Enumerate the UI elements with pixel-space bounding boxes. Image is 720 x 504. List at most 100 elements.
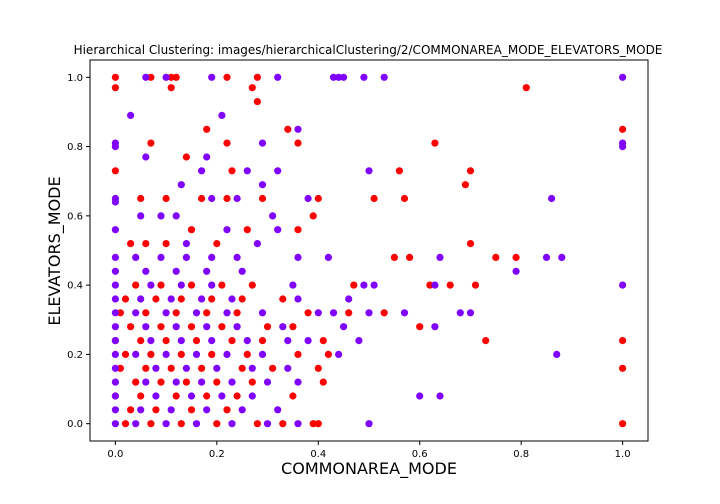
data-point-cluster-1 <box>142 364 150 372</box>
data-point-cluster-1 <box>619 420 627 428</box>
data-point-cluster-1 <box>132 378 140 386</box>
data-point-cluster-1 <box>152 406 160 414</box>
data-point-cluster-2 <box>111 378 119 386</box>
x-axis-label: COMMONAREA_MODE <box>281 459 457 479</box>
data-point-cluster-2 <box>172 267 180 275</box>
data-point-cluster-1 <box>187 406 196 414</box>
data-point-cluster-1 <box>309 420 317 428</box>
data-point-cluster-1 <box>243 350 251 358</box>
data-point-cluster-2 <box>172 212 180 220</box>
data-point-cluster-2 <box>263 420 272 428</box>
data-point-cluster-1 <box>157 378 165 386</box>
data-point-cluster-2 <box>111 267 119 275</box>
data-point-cluster-2 <box>238 267 246 275</box>
data-point-cluster-2 <box>192 420 201 428</box>
x-tick-label: 1.0 <box>615 449 631 460</box>
data-point-cluster-1 <box>289 392 297 400</box>
data-point-cluster-2 <box>436 253 444 261</box>
data-point-cluster-1 <box>167 73 175 81</box>
data-point-cluster-2 <box>198 167 206 175</box>
data-point-cluster-1 <box>619 125 627 133</box>
data-point-cluster-2 <box>274 406 282 414</box>
data-point-cluster-1 <box>304 309 312 317</box>
data-point-cluster-2 <box>238 406 246 414</box>
data-point-cluster-1 <box>416 323 424 331</box>
data-point-cluster-2 <box>111 295 119 303</box>
data-point-cluster-1 <box>111 73 119 81</box>
data-point-cluster-1 <box>431 139 439 147</box>
data-point-cluster-1 <box>279 295 287 303</box>
points-layer <box>111 73 627 428</box>
data-point-cluster-1 <box>162 194 170 203</box>
data-point-cluster-2 <box>370 281 378 289</box>
data-point-cluster-1 <box>172 73 180 81</box>
data-point-cluster-2 <box>233 323 241 331</box>
data-point-cluster-1 <box>147 73 155 81</box>
data-point-cluster-1 <box>263 323 272 331</box>
data-point-cluster-2 <box>111 309 119 317</box>
data-point-cluster-2 <box>233 194 241 203</box>
data-point-cluster-2 <box>111 143 119 151</box>
data-point-cluster-1 <box>253 73 261 81</box>
data-point-cluster-1 <box>203 392 211 400</box>
data-point-cluster-1 <box>400 194 409 203</box>
data-point-cluster-1 <box>466 240 475 248</box>
data-point-cluster-1 <box>243 226 251 234</box>
data-point-cluster-2 <box>329 309 338 317</box>
data-point-cluster-1 <box>213 420 221 428</box>
data-point-cluster-1 <box>208 295 216 303</box>
data-point-cluster-1 <box>213 240 221 248</box>
data-point-cluster-2 <box>335 73 343 81</box>
data-point-cluster-2 <box>456 309 464 317</box>
y-tick-label: 0.8 <box>67 142 83 153</box>
data-point-cluster-1 <box>218 281 226 289</box>
data-point-cluster-2 <box>111 350 119 358</box>
data-point-cluster-2 <box>360 281 368 289</box>
data-point-cluster-2 <box>147 337 155 345</box>
data-point-cluster-1 <box>512 253 520 261</box>
data-point-cluster-2 <box>619 281 627 289</box>
data-point-cluster-1 <box>426 281 434 289</box>
data-point-cluster-2 <box>269 212 277 220</box>
data-point-cluster-1 <box>482 337 490 345</box>
data-point-cluster-2 <box>558 253 566 261</box>
data-point-cluster-1 <box>147 350 155 358</box>
data-point-cluster-1 <box>182 153 190 161</box>
data-point-cluster-2 <box>233 253 241 261</box>
data-point-cluster-2 <box>142 378 150 386</box>
data-point-cluster-2 <box>111 323 119 331</box>
data-point-cluster-1 <box>167 84 175 92</box>
data-point-cluster-1 <box>198 194 206 203</box>
data-point-cluster-1 <box>228 337 236 345</box>
data-point-cluster-2 <box>111 420 119 428</box>
data-point-cluster-2 <box>289 281 297 289</box>
data-point-cluster-1 <box>121 350 130 358</box>
data-point-cluster-1 <box>233 392 241 400</box>
data-point-cluster-1 <box>147 139 155 147</box>
data-point-cluster-2 <box>436 392 444 400</box>
data-point-cluster-1 <box>187 281 196 289</box>
data-point-cluster-2 <box>294 125 302 133</box>
data-point-cluster-2 <box>152 392 160 400</box>
data-point-cluster-2 <box>198 295 206 303</box>
data-point-cluster-2 <box>248 364 256 372</box>
data-point-cluster-2 <box>258 309 267 317</box>
data-point-cluster-1 <box>116 364 124 372</box>
x-tick-label: 0.4 <box>310 449 326 460</box>
data-point-cluster-1 <box>319 337 327 345</box>
data-point-cluster-1 <box>248 378 256 386</box>
chart-title: Hierarchical Clustering: images/hierarch… <box>74 43 663 57</box>
data-point-cluster-1 <box>182 378 190 386</box>
data-point-cluster-1 <box>162 337 170 345</box>
data-point-cluster-2 <box>167 406 175 414</box>
data-point-cluster-1 <box>198 364 206 372</box>
data-point-cluster-1 <box>121 295 130 303</box>
data-point-cluster-2 <box>111 392 119 400</box>
data-point-cluster-1 <box>309 212 317 220</box>
data-point-cluster-1 <box>223 73 231 81</box>
x-tick-label: 0.8 <box>513 449 529 460</box>
data-point-cluster-2 <box>203 267 211 275</box>
data-point-cluster-1 <box>253 420 261 428</box>
data-point-cluster-2 <box>228 378 236 386</box>
data-point-cluster-1 <box>345 309 353 317</box>
